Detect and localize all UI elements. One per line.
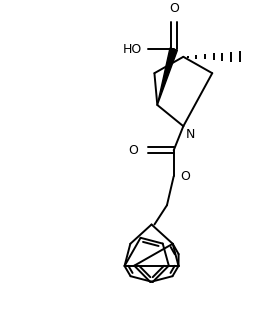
Text: N: N: [186, 128, 196, 141]
Text: O: O: [169, 2, 179, 16]
Text: HO: HO: [123, 43, 142, 55]
Polygon shape: [157, 48, 177, 105]
Text: O: O: [128, 144, 138, 157]
Text: O: O: [180, 170, 190, 183]
